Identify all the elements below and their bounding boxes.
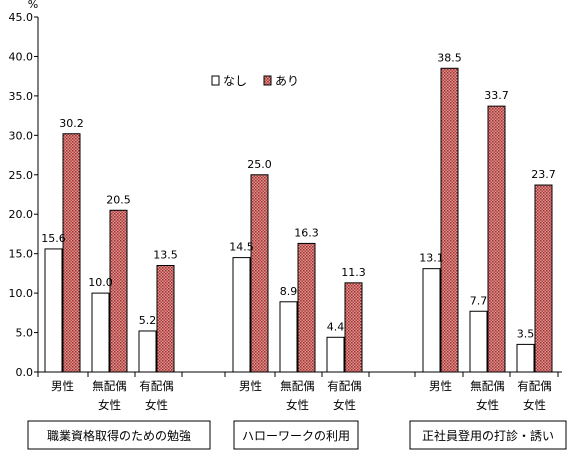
category-label: 男性 [239, 379, 262, 393]
category-label-line2: 女性 [286, 398, 309, 412]
data-label-ari: 11.3 [341, 266, 366, 279]
bar-nashi [91, 292, 110, 373]
bar-ari [250, 174, 269, 373]
data-label-nashi: 10.0 [88, 276, 113, 289]
category-label: 無配偶 [470, 379, 505, 393]
y-tick-label: 20.0 [9, 208, 34, 221]
data-label-ari: 30.2 [59, 117, 84, 130]
group-label-box [409, 420, 567, 450]
data-label-nashi: 15.6 [41, 232, 66, 245]
category-label-line2: 女性 [98, 398, 121, 412]
group-label: 職業資格取得のための勉強 [47, 428, 191, 443]
y-tick-label: 5.0 [16, 327, 34, 340]
y-tick-label: 40.0 [9, 50, 34, 63]
y-tick-label: 45.0 [9, 11, 34, 24]
data-label-ari: 13.5 [153, 249, 178, 262]
category-label: 有配偶 [327, 379, 362, 393]
legend-label-ari: あり [275, 74, 299, 88]
bar-nashi [232, 257, 251, 373]
y-tick-label: 25.0 [9, 169, 34, 182]
data-label-nashi: 3.5 [517, 327, 535, 340]
y-unit-label: % [28, 0, 38, 11]
category-label-line2: 女性 [523, 398, 546, 412]
category-label-line2: 女性 [476, 398, 499, 412]
bar-ari [62, 133, 81, 373]
category-label-line2: 女性 [333, 398, 356, 412]
category-label: 男性 [51, 379, 74, 393]
bar-ari [440, 67, 459, 373]
legend-label-nashi: なし [223, 74, 247, 88]
bar-nashi [326, 336, 345, 373]
data-label-ari: 16.3 [294, 226, 319, 239]
bar-ari [534, 184, 553, 373]
data-label-nashi: 14.5 [229, 241, 254, 254]
legend-swatch-ari [263, 75, 272, 86]
data-label-nashi: 5.2 [139, 314, 157, 327]
data-label-nashi: 7.7 [470, 294, 488, 307]
data-label-ari: 20.5 [106, 193, 131, 206]
bar-ari [109, 209, 128, 373]
bar-nashi [422, 268, 441, 373]
bar-ari [297, 242, 316, 373]
bar-ari [156, 265, 175, 373]
bar-ari [487, 105, 506, 373]
category-label: 無配偶 [280, 379, 315, 393]
legend-swatch-nashi [211, 75, 220, 86]
y-tick-label: 10.0 [9, 287, 34, 300]
data-label-ari: 38.5 [437, 51, 462, 64]
bar-nashi [516, 343, 535, 373]
group-label: 正社員登用の打診・誘い [422, 428, 554, 443]
category-label: 無配偶 [92, 379, 127, 393]
category-label: 男性 [429, 379, 452, 393]
group-label-box [27, 420, 211, 450]
category-label-line2: 女性 [145, 398, 168, 412]
data-label-ari: 23.7 [531, 168, 556, 181]
bar-nashi [469, 310, 488, 373]
y-tick-label: 30.0 [9, 129, 34, 142]
bar-nashi [279, 301, 298, 373]
category-label: 有配偶 [139, 379, 174, 393]
y-tick-label: 35.0 [9, 90, 34, 103]
data-label-nashi: 8.9 [280, 285, 298, 298]
group-label-box [233, 420, 359, 450]
bar-nashi [44, 248, 63, 373]
bar-nashi [138, 330, 157, 373]
group-label: ハローワークの利用 [242, 429, 350, 443]
y-tick-label: 0.0 [16, 366, 34, 379]
bar-ari [344, 282, 363, 373]
data-label-nashi: 4.4 [327, 320, 345, 333]
data-label-nashi: 13.1 [419, 252, 444, 265]
y-tick-label: 15.0 [9, 248, 34, 261]
data-label-ari: 25.0 [247, 158, 272, 171]
category-label: 有配偶 [517, 379, 552, 393]
data-label-ari: 33.7 [484, 89, 509, 102]
